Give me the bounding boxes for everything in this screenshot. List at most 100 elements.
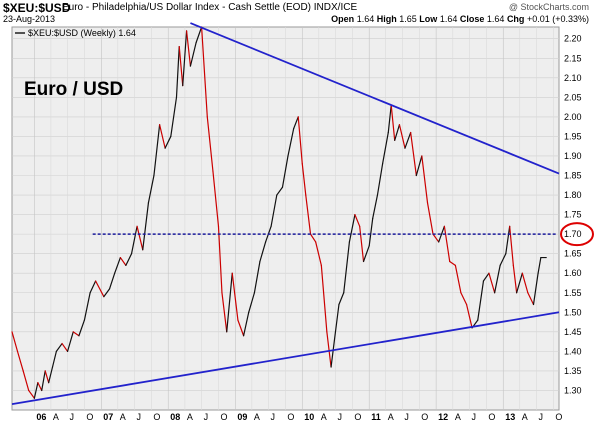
price-segment [521,272,529,294]
price-segment [11,331,19,352]
price-segment [354,213,361,227]
price-segment [372,194,379,220]
price-segment [494,264,501,294]
price-segment [259,241,267,263]
price-segment [499,253,507,266]
price-segment [512,264,518,294]
x-tick-label: O [287,412,294,422]
price-segment [136,225,144,251]
price-segment [51,350,57,368]
x-tick-label: 13 [505,412,515,422]
legend-label: $XEU:$USD (Weekly) 1.64 [28,28,136,38]
x-tick-label: A [53,412,59,422]
brand-label[interactable]: @ StockCharts.com [508,2,589,12]
price-segment [130,225,138,255]
price-segment [66,331,74,352]
x-tick-label: 08 [170,412,180,422]
price-segment [83,292,91,321]
y-tick-label: 1.95 [564,131,582,141]
open-value: 1.64 [356,14,375,24]
price-segment [454,264,462,294]
price-segment [242,311,250,337]
price-segment [482,272,490,282]
date-label: 23-Aug-2013 [3,14,56,24]
price-segment [114,256,121,274]
price-segment [334,303,340,333]
x-tick-label: O [220,412,227,422]
x-tick-label: A [187,412,193,422]
x-tick-label: 10 [304,412,314,422]
price-segment [415,155,423,177]
price-segment [61,342,69,352]
x-axis: 06 A J O 07 A J O 08 A J O 09 A J O 10 A J O 11 A J O 12 A J O 13 A J O [36,412,562,422]
close-label: Close [459,14,485,24]
price-segment [221,292,228,333]
x-tick-label: O [86,412,93,422]
chart-title: Euro - Philadelphia/US Dollar Index - Ca… [62,2,358,13]
price-segment [320,264,328,333]
price-segment [95,280,105,298]
price-segment [276,186,284,196]
price-segment [293,116,299,130]
price-segment [410,131,417,177]
price-segment [465,303,473,329]
chg-value: +0.01 (+0.33%) [526,14,589,24]
x-tick-label: 11 [371,412,381,422]
close-value: 1.64 [486,14,505,24]
price-segment [217,225,223,294]
price-segment [195,26,203,44]
x-tick-label: O [153,412,160,422]
y-tick-label: 1.75 [564,210,582,220]
price-segment [147,174,155,204]
price-segment [248,292,256,313]
x-tick-label: J [204,412,209,422]
price-segment [426,202,434,235]
y-tick-label: 2.10 [564,73,582,83]
price-segment [125,253,133,266]
price-segment [44,370,50,384]
price-segment [362,245,370,263]
price-segment [381,131,389,165]
y-tick-label: 1.30 [564,385,582,395]
upper-trendline [190,22,560,175]
price-segment [477,280,485,321]
price-segment [89,280,97,294]
ohlc-readout: Open 1.64 High 1.65 Low 1.64 Close 1.64 … [331,14,589,24]
price-segment [108,272,116,290]
price-segment [78,319,86,337]
lower-trendline [11,311,560,406]
x-tick-label: J [271,412,276,422]
price-segment [509,225,514,266]
price-segment [421,155,429,204]
x-tick-label: J [472,412,477,422]
price-segment [527,292,535,306]
price-segment [201,26,208,118]
price-segment [368,217,374,247]
price-segment [103,288,111,298]
price-segment [338,292,345,306]
price-segment [270,194,278,227]
price-segment [253,260,261,294]
x-tick-label: 09 [237,412,247,422]
price-segment [212,171,220,227]
chart-header: $XEU:$USD Euro - Philadelphia/US Dollar … [0,0,595,26]
price-segment [33,382,39,399]
open-label: Open [331,14,355,24]
x-tick-label: O [488,412,495,422]
price-segment [343,241,351,294]
price-segment [301,163,307,196]
price-segment [237,319,245,337]
price-segment [305,194,312,235]
x-tick-label: O [421,412,428,422]
grid [12,27,559,410]
y-axis: 1.30 1.35 1.40 1.45 1.50 1.55 1.60 1.65 1.70 1.75… [564,34,582,396]
low-label: Low [419,14,438,24]
price-series [11,26,547,399]
low-value: 1.64 [439,14,458,24]
price-segment [359,225,365,263]
price-segment [206,116,214,173]
price-segment [438,225,445,243]
x-tick-label: 06 [36,412,46,422]
price-segment [48,366,54,384]
